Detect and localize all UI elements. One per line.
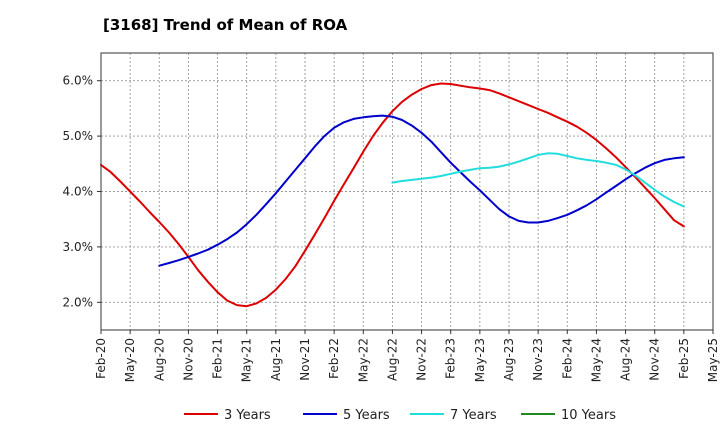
- x-tick-label: Feb-23: [444, 338, 458, 379]
- x-tick-label: Aug-22: [385, 338, 399, 381]
- x-tick-label: Nov-21: [298, 338, 312, 381]
- y-tick-label: 2.0%: [63, 295, 94, 309]
- series-line-3-years: [100, 82, 685, 308]
- y-tick-label: 4.0%: [63, 185, 94, 199]
- x-tick-label: May-24: [589, 338, 603, 382]
- x-tick-label: May-25: [706, 338, 720, 382]
- plot-border: [100, 52, 714, 331]
- legend: 3 Years 5 Years 7 Years 10 Years: [184, 408, 616, 423]
- series-line-5-years: [158, 114, 685, 267]
- legend-label: 7 Years: [450, 408, 497, 423]
- x-tick-label: May-21: [240, 338, 254, 382]
- x-tick-label: May-22: [356, 338, 370, 382]
- x-tick-label: May-23: [473, 338, 487, 382]
- x-tick-label: Feb-22: [327, 338, 341, 379]
- legend-label: 5 Years: [343, 408, 390, 423]
- series-line-7-years: [391, 152, 685, 208]
- x-tick-label: Aug-20: [152, 338, 166, 381]
- x-tick-label: Feb-21: [211, 338, 225, 379]
- gridlines: [100, 53, 714, 330]
- legend-label: 10 Years: [561, 408, 616, 423]
- series-lines: [100, 82, 685, 308]
- x-axis-ticks: Feb-20 May-20 Aug-20 Nov-20 Feb-21 May-21 Aug-…: [94, 330, 720, 382]
- x-tick-label: Nov-20: [181, 338, 195, 381]
- x-tick-label: Aug-21: [269, 338, 283, 381]
- y-tick-label: 6.0%: [63, 74, 94, 88]
- x-tick-label: Nov-22: [415, 338, 429, 381]
- x-tick-label: Feb-25: [677, 338, 691, 379]
- x-tick-label: May-20: [123, 338, 137, 382]
- x-tick-label: Feb-24: [560, 338, 574, 379]
- chart-title: [3168] Trend of Mean of ROA: [103, 16, 348, 34]
- legend-label: 3 Years: [224, 408, 271, 423]
- x-tick-label: Aug-24: [619, 338, 633, 381]
- y-tick-label: 3.0%: [63, 240, 94, 254]
- x-tick-label: Nov-23: [531, 338, 545, 381]
- y-tick-label: 5.0%: [63, 129, 94, 143]
- x-tick-label: Aug-23: [502, 338, 516, 381]
- y-axis-ticks: 2.0% 3.0% 4.0% 5.0% 6.0%: [63, 74, 101, 309]
- x-tick-label: Nov-24: [648, 338, 662, 381]
- x-tick-label: Feb-20: [94, 338, 108, 379]
